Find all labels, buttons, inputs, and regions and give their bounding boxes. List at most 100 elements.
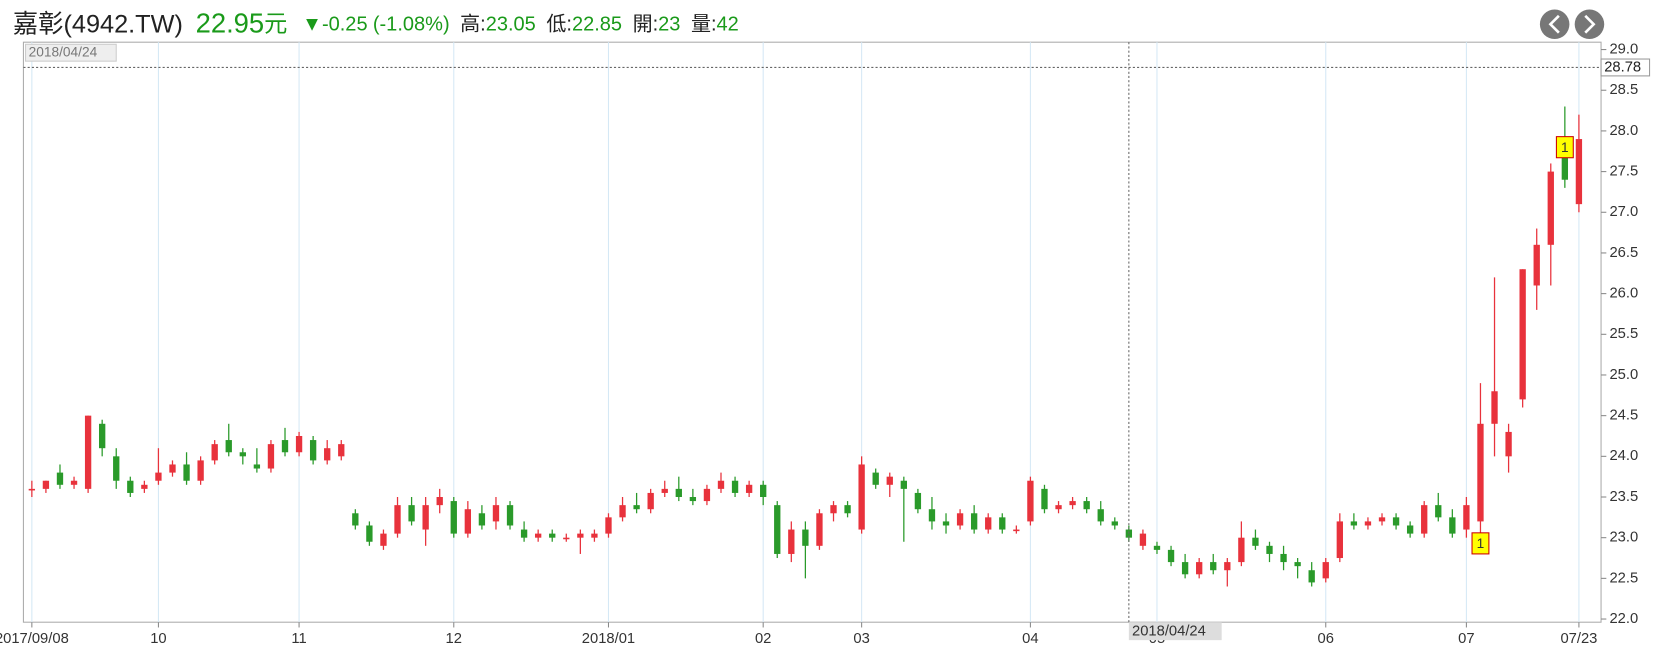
candle-body (788, 529, 795, 554)
candle-body (1336, 521, 1343, 559)
candle-body (563, 537, 570, 540)
candle-body (914, 492, 922, 510)
candle-body (281, 440, 289, 453)
candle-body (745, 484, 753, 493)
candle-body (506, 505, 514, 526)
candle-body (338, 444, 345, 457)
y-tick-label: 27.0 (1609, 204, 1638, 220)
candle-body (760, 484, 767, 498)
candle-body (1421, 505, 1428, 534)
candle-body (1505, 431, 1512, 457)
candle-body (1392, 517, 1400, 526)
y-tick-label: 25.0 (1609, 367, 1638, 383)
candle-body (1111, 521, 1118, 526)
candle-body (577, 533, 584, 538)
candle-body (661, 488, 668, 493)
candle-body (520, 529, 528, 538)
candle-body (422, 505, 429, 530)
annotation-box (1471, 532, 1490, 555)
candle-body (1378, 517, 1386, 522)
candle-body (70, 480, 78, 485)
x-tick-label: 12 (446, 631, 462, 647)
prev-button[interactable] (1539, 9, 1570, 40)
candle-body (619, 505, 626, 518)
crosshair-price: 28.78 (1604, 59, 1641, 75)
stat-value: 23.05 (486, 14, 536, 36)
candle-body (1167, 549, 1175, 563)
crosshair-price-box (1600, 58, 1651, 77)
candle-body (211, 444, 218, 461)
candle-body (1308, 570, 1315, 583)
stat-value: 22.85 (572, 14, 622, 36)
candle-body (1097, 509, 1104, 522)
x-tick-label: 07/23 (1560, 631, 1597, 647)
candle-body (1477, 423, 1484, 522)
candle-body (1083, 501, 1090, 510)
candle-body (774, 505, 781, 554)
candle-body (380, 533, 387, 546)
candle-body (1491, 391, 1498, 424)
x-tick-label: 2018/01 (582, 631, 635, 647)
candle-body (1435, 505, 1442, 518)
candle-body (830, 505, 837, 514)
candle-body (1575, 139, 1583, 205)
candle-body (928, 509, 936, 522)
candle-body (366, 525, 373, 542)
stat-label: 高: (460, 13, 486, 36)
candle-body (464, 509, 472, 534)
stat-value: 23 (658, 14, 680, 36)
candle-body (970, 513, 978, 530)
candle-body (731, 480, 739, 493)
y-tick-label: 22.0 (1609, 611, 1638, 627)
candle-body (492, 505, 500, 522)
candle-body (816, 513, 823, 546)
candle-body (1210, 562, 1217, 571)
candle-body (1350, 521, 1358, 526)
candle-body (295, 435, 303, 453)
candle-body (900, 480, 907, 489)
candle-body (239, 452, 246, 457)
candle-body (1041, 488, 1048, 510)
candle-body (394, 505, 401, 534)
candle-body (1364, 521, 1372, 526)
candle-body (141, 484, 148, 489)
candle-body (1280, 553, 1287, 563)
x-tick-label: 06 (1318, 631, 1334, 647)
y-tick-label: 24.5 (1609, 408, 1638, 424)
candle-body (1266, 545, 1273, 554)
candle-body (1069, 501, 1076, 506)
candle-body (534, 533, 542, 538)
candle-body (956, 513, 964, 526)
stat-value: 42 (717, 14, 739, 36)
candle-body (155, 472, 162, 481)
next-button[interactable] (1574, 9, 1605, 40)
candle-body (99, 423, 106, 449)
candle-body (675, 488, 682, 498)
y-tick-label: 22.5 (1609, 570, 1638, 586)
header: 嘉彰(4942.TW) 22.95元 ▼-0.25 (-1.08%) 高:23.05 低:… (13, 8, 739, 39)
candle-body (309, 440, 317, 461)
x-tick-label: 02 (755, 631, 771, 647)
crosshair-date-box (1128, 622, 1222, 641)
candle-body (1252, 537, 1259, 546)
candle-body (717, 480, 725, 489)
candle-body (703, 488, 711, 502)
candle-body (1519, 269, 1526, 400)
candle-body (436, 497, 443, 506)
x-tick-label: 04 (1022, 631, 1038, 647)
candle-body (1181, 562, 1189, 575)
change: -0.25 (322, 14, 368, 36)
y-tick-label: 28.5 (1609, 82, 1638, 98)
candle-body (858, 464, 865, 530)
candle-body (591, 533, 598, 538)
candle-body (985, 517, 992, 530)
crosshair-date-box-top (24, 43, 117, 62)
candle-body (1406, 525, 1414, 534)
annotation-text: 1 (1477, 536, 1485, 551)
candle-body (225, 440, 232, 453)
candle-body (183, 464, 190, 481)
candle-body (169, 464, 176, 473)
y-tick-label: 23.5 (1609, 489, 1638, 505)
price-unit: 元 (264, 10, 287, 36)
change-arrow: ▼ (302, 14, 322, 36)
